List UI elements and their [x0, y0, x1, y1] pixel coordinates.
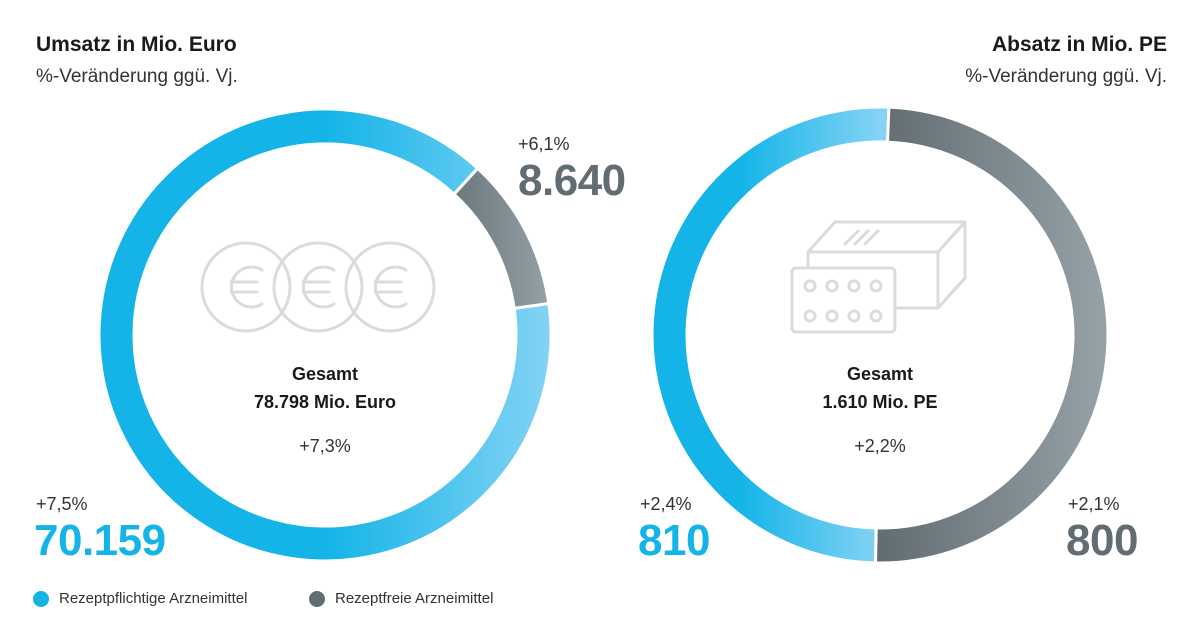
umsatz-slice-rezeptpflichtig [97, 107, 553, 563]
absatz-title: Absatz in Mio. PE [991, 33, 1167, 56]
medicine-blister-pack-icon [790, 220, 967, 334]
legend-dot-blue [33, 590, 49, 607]
absatz-rezeptfrei-value: 800 [1066, 516, 1138, 565]
absatz-center-change: +2,2% [854, 436, 906, 456]
legend-item-rezeptfrei: Rezeptfreie Arzneimittel [309, 590, 493, 607]
umsatz-slice-rezeptfrei [451, 166, 551, 311]
umsatz-donut [97, 107, 553, 563]
umsatz-rezeptpflichtig-change: +7,5% [36, 494, 88, 514]
euro-coins-icon [200, 241, 436, 333]
umsatz-rezeptfrei-change: +6,1% [518, 134, 570, 154]
umsatz-rezeptpflichtig-value: 70.159 [34, 516, 166, 565]
umsatz-subtitle: %-Veränderung ggü. Vj. [36, 66, 238, 87]
absatz-center-total: 1.610 Mio. PE [822, 392, 938, 412]
absatz-donut [650, 105, 1110, 565]
legend-label-rezeptfrei: Rezeptfreie Arzneimittel [335, 590, 494, 607]
umsatz-title: Umsatz in Mio. Euro [36, 33, 237, 56]
absatz-center-label: Gesamt 1.610 Mio. PE [780, 360, 980, 416]
absatz-slice-rezeptpflichtig [650, 105, 891, 565]
umsatz-center-change: +7,3% [299, 436, 351, 456]
legend-dot-grey [309, 590, 325, 607]
absatz-rezeptfrei-change: +2,1% [1068, 494, 1120, 514]
umsatz-center-total: 78.798 Mio. Euro [253, 392, 397, 412]
absatz-rezeptpflichtig-value: 810 [638, 516, 710, 565]
umsatz-center-gesamt: Gesamt [291, 364, 359, 384]
absatz-rezeptpflichtig-change: +2,4% [640, 494, 692, 514]
absatz-slice-rezeptfrei [874, 105, 1110, 565]
absatz-center-gesamt: Gesamt [846, 364, 914, 384]
absatz-subtitle: %-Veränderung ggü. Vj. [965, 66, 1167, 87]
legend-item-rezeptpflichtig: Rezeptpflichtige Arzneimittel [33, 590, 247, 607]
legend-label-rezeptpflichtig: Rezeptpflichtige Arzneimittel [59, 590, 248, 607]
umsatz-center-label: Gesamt 78.798 Mio. Euro [225, 360, 425, 416]
umsatz-rezeptfrei-value: 8.640 [518, 156, 626, 205]
